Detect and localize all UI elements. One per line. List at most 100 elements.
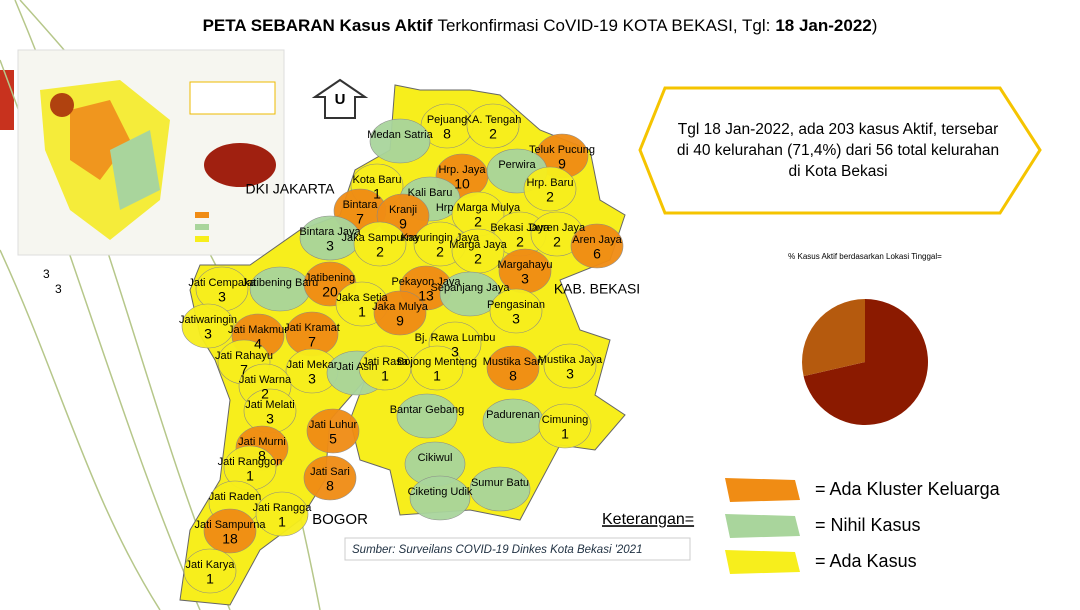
title-part: Terkonfirmasi CoVID-19 KOTA BEKASI, Tgl:	[437, 16, 770, 35]
region-count: 8	[258, 448, 266, 464]
region-name: Jati Raden	[209, 491, 262, 503]
region	[543, 343, 597, 389]
region-count: 7	[356, 211, 364, 227]
region-count: 3	[566, 366, 574, 382]
info-line: di Kota Bekasi	[788, 163, 887, 180]
region	[538, 403, 592, 449]
stray-label: 3	[43, 267, 50, 281]
region-name: Kayuringin Jaya	[401, 232, 480, 244]
region	[482, 398, 544, 444]
region-name: Ciketing Udik	[408, 486, 473, 498]
region-count: 9	[558, 156, 566, 172]
info-box	[638, 86, 1042, 215]
region-name: Bekasi Jaya	[490, 222, 550, 234]
region-name: Bintara Jaya	[299, 226, 361, 238]
region-count: 1	[381, 368, 389, 384]
region-name: Jati Cempaka	[188, 277, 256, 289]
region-count: 5	[329, 431, 337, 447]
region-name: Jati Makmur	[228, 324, 288, 336]
legend-swatch	[725, 550, 800, 574]
pie-slice	[803, 299, 929, 425]
region-name: Jati Kramat	[284, 322, 340, 334]
area-label: KAB. BEKASI	[554, 281, 640, 297]
north-label: U	[335, 91, 346, 108]
region	[409, 475, 471, 521]
region	[369, 118, 431, 164]
region-count: 2	[474, 251, 482, 267]
region-name: Jati Sari	[310, 466, 350, 478]
region-count: 8	[326, 478, 334, 494]
region-count: 7	[240, 362, 248, 378]
region-count: 9	[396, 313, 404, 329]
region-name: Teluk Pucung	[529, 144, 595, 156]
region-name: Jaka Setia	[336, 292, 388, 304]
pie-title: % Kasus Aktif berdasarkan Lokasi Tinggal…	[788, 252, 942, 261]
source-box	[344, 537, 691, 561]
region-name: Jatibening Baru	[242, 277, 318, 289]
region-count: 20	[322, 284, 338, 300]
region-name: Pekayon Jaya	[391, 276, 461, 288]
region-count: 3	[204, 326, 212, 342]
region-name: Cimuning	[542, 414, 588, 426]
region-count: 2	[489, 126, 497, 142]
north-arrow: U	[311, 78, 369, 119]
region	[181, 303, 235, 349]
region-count: 18	[222, 531, 238, 547]
region-name: Hrp. Baru	[526, 177, 573, 189]
legend-label: = Nihil Kasus	[815, 515, 921, 535]
region	[469, 466, 531, 512]
region-count: 3	[326, 238, 334, 254]
legend-swatch	[725, 478, 800, 502]
region-name: Mustika Sari	[483, 356, 544, 368]
region-name: Jatiwaringin	[179, 314, 237, 326]
region-count: 3	[308, 371, 316, 387]
region-name: Bj. Rawa Lumbu	[415, 332, 496, 344]
region-name: Jati Luhur	[309, 419, 358, 431]
region-count: 1	[433, 368, 441, 384]
region-name: Sepanjang Jaya	[431, 282, 511, 294]
region-count: 3	[512, 311, 520, 327]
legend-swatch	[725, 514, 800, 538]
region-name: Jati Rahayu	[215, 350, 273, 362]
title-part: )	[872, 16, 878, 35]
region	[249, 266, 311, 312]
region-name: Jati Rasa	[362, 356, 409, 368]
region-name: Kali Baru	[408, 187, 453, 199]
legend-title: Keterangan=	[602, 511, 694, 528]
region	[183, 548, 237, 594]
region	[410, 345, 464, 391]
region	[396, 393, 458, 439]
region-name: Bantar Gebang	[390, 404, 465, 416]
region	[303, 455, 357, 501]
region-name: Jaka Mulya	[372, 301, 429, 313]
region	[306, 408, 360, 454]
region-name: Kranji	[389, 204, 417, 216]
region-count: 2	[546, 189, 554, 205]
region-count: 4	[254, 336, 262, 352]
region-name: Mustika Jaya	[538, 354, 603, 366]
region-name: Cikiwul	[418, 452, 453, 464]
region-count: 2	[553, 234, 561, 250]
region-name: Jaka Sampurna	[341, 232, 419, 244]
info-line: di 40 kelurahan (71,4%) dari 56 total ke…	[677, 142, 999, 159]
region-name: Marga Jaya	[449, 239, 507, 251]
region-name: Jati Karya	[186, 559, 236, 571]
stray-label: 3	[55, 282, 62, 296]
region-name: Aren Jaya	[572, 234, 622, 246]
region-name: Jati Asih	[337, 361, 378, 373]
region-name: Jati Rangga	[253, 502, 313, 514]
region	[353, 221, 407, 267]
region-name: Medan Satria	[367, 129, 433, 141]
region-name: KA. Tengah	[465, 114, 522, 126]
region	[373, 290, 427, 336]
info-line: Tgl 18 Jan-2022, ada 203 kasus Aktif, te…	[678, 121, 999, 138]
region-count: 1	[206, 571, 214, 587]
region-name: Hrp. Jaya	[438, 164, 486, 176]
area-label: BOGOR	[312, 511, 368, 528]
region-name: Sumur Batu	[471, 477, 529, 489]
region-name: Pejuang	[427, 114, 467, 126]
title-part: 18 Jan-2022	[775, 16, 871, 35]
